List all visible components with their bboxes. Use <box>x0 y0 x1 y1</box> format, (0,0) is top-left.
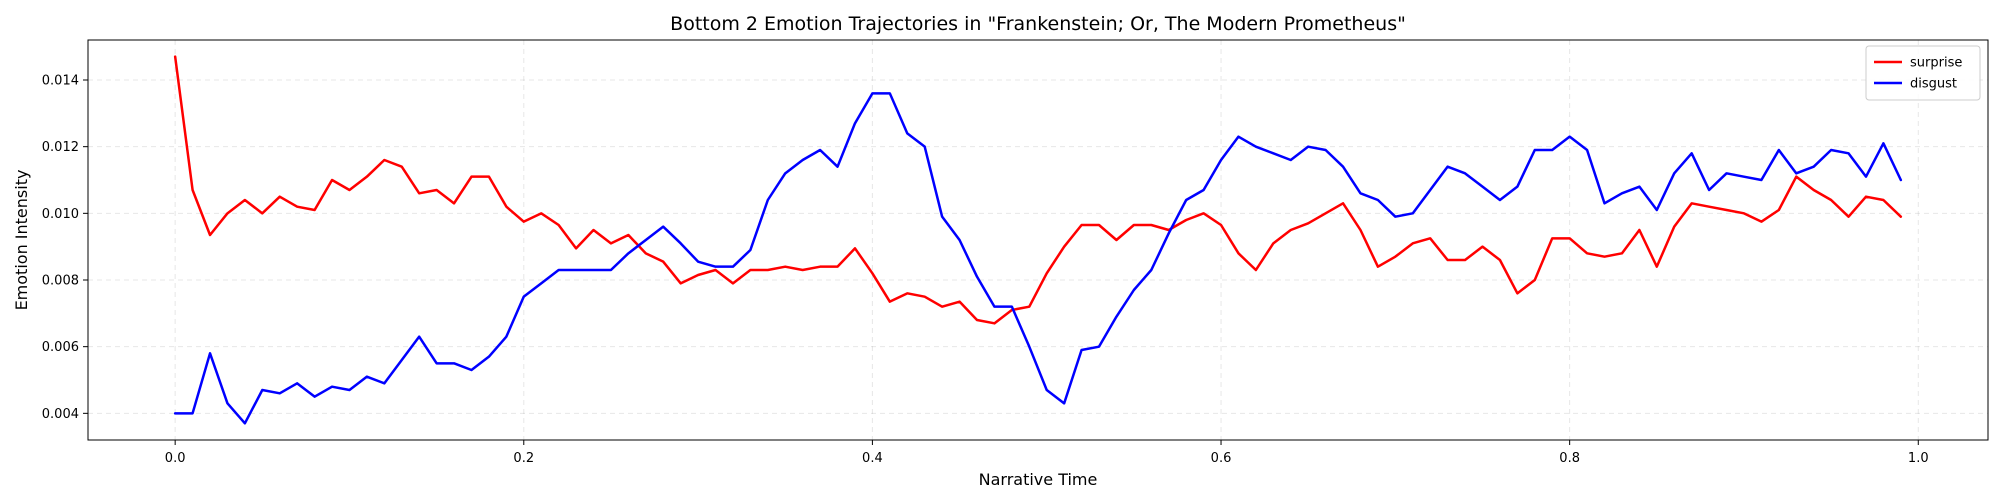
y-tick-label: 0.010 <box>42 207 79 222</box>
chart-title: Bottom 2 Emotion Trajectories in "Franke… <box>670 13 1406 35</box>
ticks-layer: 0.0 0.2 0.4 0.6 0.8 1.0 0.004 0.006 0.008 0.010 0.… <box>42 74 1929 467</box>
y-axis-label: Emotion Intensity <box>12 170 31 311</box>
plot-frame <box>87 39 1989 441</box>
legend-box <box>1865 45 1981 101</box>
x-tick-label: 0.4 <box>862 451 883 466</box>
y-tick-label: 0.014 <box>42 74 79 89</box>
x-tick-label: 0.6 <box>1211 451 1232 466</box>
y-tick-label: 0.012 <box>42 140 79 155</box>
x-tick-label: 0.2 <box>513 451 534 466</box>
grid-layer <box>88 40 1988 440</box>
series-line-surprise <box>173 55 1903 325</box>
x-tick-label: 1.0 <box>1908 451 1929 466</box>
series-line-disgust <box>173 92 1903 425</box>
y-tick-label: 0.004 <box>42 407 79 422</box>
x-axis-label: Narrative Time <box>979 470 1098 489</box>
series-layer <box>173 55 1903 425</box>
y-tick-label: 0.006 <box>42 340 79 355</box>
x-tick-label: 0.0 <box>165 451 186 466</box>
legend-label-surprise: surprise <box>1910 56 1962 71</box>
y-tick-label: 0.008 <box>42 274 79 289</box>
x-tick-label: 0.8 <box>1559 451 1580 466</box>
legend-label-disgust: disgust <box>1910 77 1957 92</box>
legend: surprise disgust <box>1865 45 1981 101</box>
